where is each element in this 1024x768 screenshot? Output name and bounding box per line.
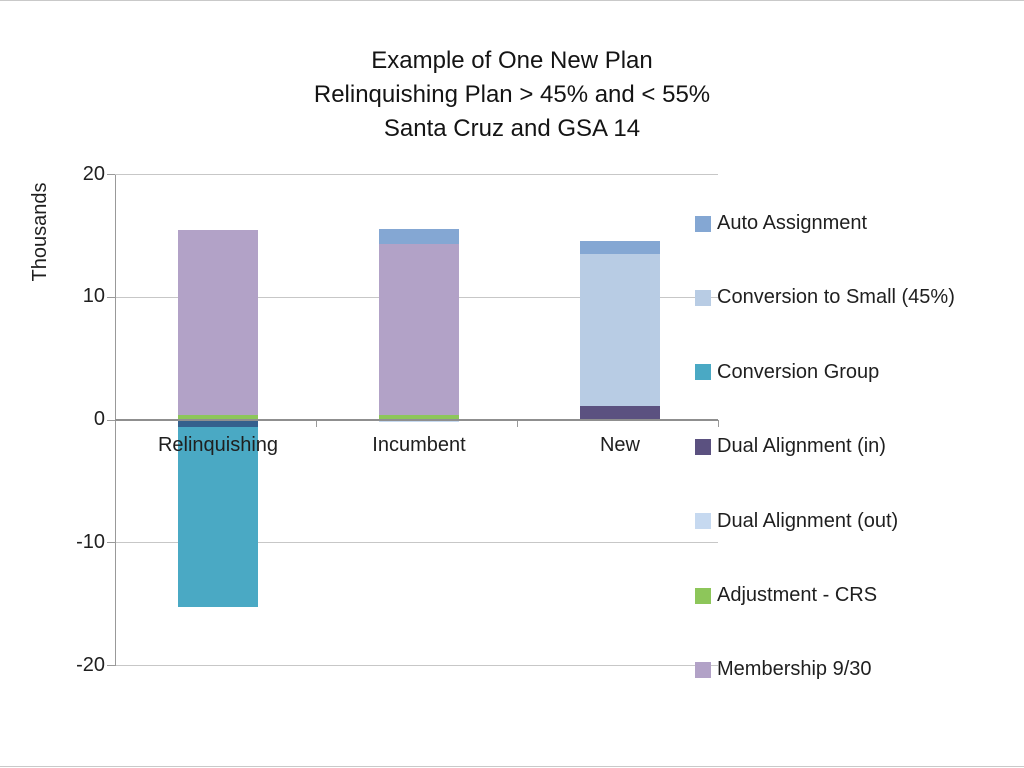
category-axis-tick-0 [316, 420, 317, 427]
chart-title-line-3: Santa Cruz and GSA 14 [383, 115, 641, 142]
legend-label-adjustment-crs: Adjustment - CRS [717, 584, 878, 606]
chart-title-line-2: Relinquishing Plan > 45% and < 55% [313, 81, 711, 108]
gridline--10 [115, 542, 718, 544]
category-label-new: New [599, 434, 640, 456]
zero-axis-line [115, 419, 718, 421]
legend-swatch-dual-alignment-out [695, 513, 711, 530]
y-tick-label--10: -10 [76, 530, 105, 553]
bar-relinquishing-segment-adjustment-crs [178, 415, 258, 420]
y-axis-tick-0 [107, 419, 115, 421]
legend-label-conversion-to-small-45: Conversion to Small (45%) [717, 286, 955, 309]
y-axis-tick--20 [107, 665, 115, 666]
bar-incumbent-segment-dual-alignment-out [379, 420, 459, 423]
legend-swatch-conversion-to-small-45 [695, 289, 711, 306]
category-label-incumbent: Incumbent [372, 434, 466, 456]
bar-relinquishing-segment-conversion-group [178, 426, 258, 607]
legend-item-auto-assignment: Auto Assignment [695, 212, 867, 235]
category-axis-tick-1 [517, 420, 518, 427]
bar-new-segment-dual-alignment-in [580, 406, 660, 420]
legend-item-membership-9-30: Membership 9/30 [695, 658, 872, 681]
y-tick-label-10: 10 [82, 285, 105, 308]
bar-new-segment-auto-assignment [580, 241, 660, 255]
legend-label-auto-assignment: Auto Assignment [717, 212, 868, 234]
legend-label-dual-alignment-out: Dual Alignment (out) [717, 509, 899, 532]
chart-title: Example of One New Plan Relinquishing Pl… [0, 44, 1024, 146]
bar-relinquishing-segment-membership-9-30 [178, 230, 258, 416]
y-axis-title: Thousands [29, 182, 51, 282]
legend-swatch-conversion-group [695, 364, 711, 381]
legend-swatch-auto-assignment [695, 215, 711, 232]
y-axis-tick-20 [107, 174, 115, 175]
bar-incumbent-segment-adjustment-crs [379, 415, 459, 420]
legend-item-dual-alignment-out: Dual Alignment (out) [695, 510, 898, 533]
legend-swatch-adjustment-crs [695, 587, 711, 604]
gridline--20 [115, 665, 718, 666]
legend-label-dual-alignment-in: Dual Alignment (in) [717, 435, 886, 458]
slide-border-top [0, 0, 1024, 1]
y-axis-tick--10 [107, 542, 115, 544]
bar-incumbent-segment-auto-assignment [379, 228, 459, 245]
legend-item-adjustment-crs: Adjustment - CRS [695, 584, 877, 607]
y-axis-tick-10 [107, 296, 115, 298]
legend-swatch-membership-9-30 [695, 661, 711, 678]
bar-relinquishing-segment-dual-alignment-in [178, 420, 258, 427]
legend-item-conversion-to-small-45: Conversion to Small (45%) [695, 286, 955, 309]
y-tick-label--20: -20 [76, 653, 105, 676]
y-tick-label-20: 20 [82, 162, 105, 185]
y-tick-label-0: 0 [93, 408, 105, 430]
category-label-relinquishing: Relinquishing [157, 434, 279, 456]
legend-item-dual-alignment-in: Dual Alignment (in) [695, 435, 886, 458]
legend-label-membership-9-30: Membership 9/30 [717, 658, 872, 681]
slide-border-bottom [0, 766, 1024, 767]
gridline-20 [115, 174, 718, 175]
category-axis-tick-2 [717, 420, 719, 427]
legend-label-conversion-group: Conversion Group [717, 360, 880, 383]
bar-new-segment-conversion-to-small-45 [580, 254, 660, 407]
legend-item-conversion-group: Conversion Group [695, 361, 879, 384]
bar-incumbent-segment-membership-9-30 [379, 244, 459, 416]
chart-title-line-1: Example of One New Plan [371, 47, 653, 74]
legend-swatch-dual-alignment-in [695, 438, 711, 455]
